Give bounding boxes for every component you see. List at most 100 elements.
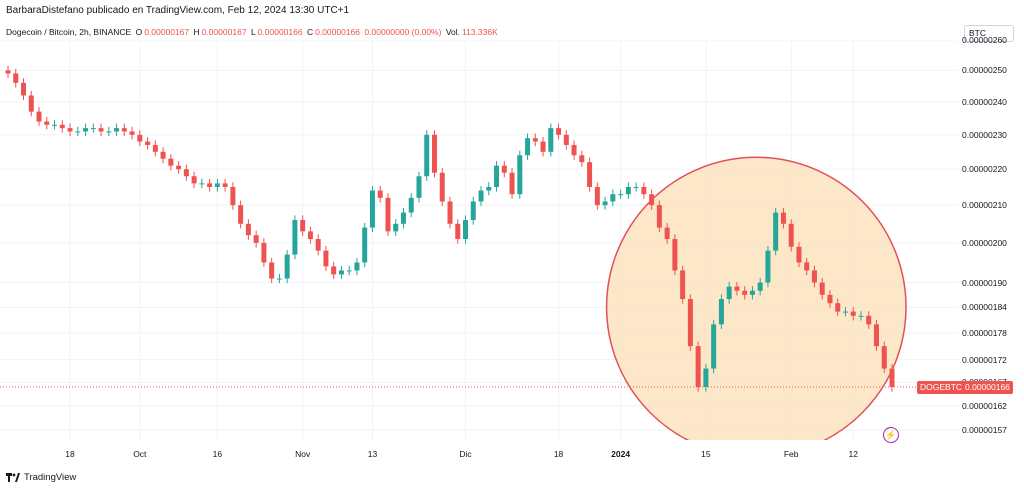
- candle: [788, 219, 794, 252]
- candle: [579, 150, 585, 167]
- legend-low-key: L: [250, 27, 256, 37]
- candle-body: [625, 186, 631, 195]
- candle: [75, 126, 81, 137]
- candle-body: [276, 278, 282, 280]
- candle-body: [59, 124, 65, 129]
- price-tick-label: 0.00000200: [962, 237, 1007, 248]
- candle-body: [734, 286, 740, 291]
- candle-body: [245, 223, 251, 236]
- candle: [881, 341, 887, 374]
- candle: [21, 78, 27, 101]
- currency-badge[interactable]: BTC: [964, 25, 1014, 42]
- candle: [765, 246, 771, 288]
- legend-open-value: 0.00000167: [144, 27, 190, 37]
- highlight-circle: [605, 156, 907, 440]
- candle-body: [269, 262, 275, 279]
- candle-body: [152, 144, 158, 152]
- candle-body: [253, 235, 259, 243]
- candle: [191, 171, 197, 189]
- candle-body: [121, 128, 127, 132]
- candle: [501, 161, 507, 178]
- candle-body: [447, 201, 453, 224]
- candle: [385, 193, 391, 237]
- candle-body: [757, 282, 763, 291]
- candle: [587, 157, 593, 192]
- candle: [447, 196, 453, 229]
- candle: [28, 90, 34, 117]
- candle: [354, 257, 360, 276]
- legend-volume-key: Vol.: [445, 27, 460, 37]
- price-tick-label: 0.00000178: [962, 328, 1007, 338]
- legend-high-key: H: [193, 27, 200, 37]
- candle-body: [819, 282, 825, 295]
- candle: [292, 215, 298, 260]
- candle: [610, 189, 616, 207]
- candle: [842, 306, 848, 317]
- candle: [649, 189, 655, 210]
- candle-body: [556, 128, 562, 135]
- lightning-icon[interactable]: ⚡: [883, 427, 899, 443]
- candle-body: [13, 73, 19, 83]
- legend-low-value: 0.00000166: [257, 27, 303, 37]
- candle-body: [106, 131, 112, 133]
- candle-body: [525, 138, 531, 156]
- price-axis[interactable]: 0.00000260 0.00000250 0.00000240 0.00000230…: [958, 35, 1024, 440]
- candle: [121, 123, 127, 137]
- legend-open-key: O: [135, 27, 143, 37]
- candle: [571, 140, 577, 160]
- candle: [602, 196, 608, 210]
- legend-close-value: 0.00000166: [315, 27, 361, 37]
- candle-body: [478, 190, 484, 202]
- candle: [594, 182, 600, 210]
- candle: [44, 116, 50, 130]
- tradingview-mark-icon: [6, 473, 20, 482]
- candle-body: [517, 155, 523, 195]
- candle-body: [687, 299, 693, 347]
- candle-body: [385, 197, 391, 232]
- candle-body: [261, 242, 267, 263]
- candle-body: [222, 183, 228, 187]
- candle: [230, 182, 236, 210]
- candle-body: [28, 95, 34, 112]
- candle: [338, 265, 344, 280]
- candle: [168, 154, 174, 171]
- price-chart[interactable]: [0, 40, 958, 440]
- candle-body: [315, 239, 321, 251]
- candle-body: [338, 270, 344, 275]
- candle: [680, 265, 686, 304]
- candle: [129, 126, 135, 140]
- time-tick-label: 13: [367, 449, 378, 459]
- symbol-tag: DOGEBTC: [917, 381, 966, 394]
- candle: [548, 123, 554, 157]
- candle: [13, 68, 19, 88]
- candle: [269, 257, 275, 284]
- candle: [780, 207, 786, 229]
- candle-body: [804, 262, 810, 271]
- candle-body: [486, 186, 492, 191]
- candle-body: [323, 250, 329, 267]
- candle: [827, 290, 833, 308]
- candle: [796, 242, 802, 268]
- candle-body: [207, 183, 213, 187]
- publisher-line: BarbaraDistefano publicado en TradingVie…: [6, 5, 350, 16]
- legend-title: Dogecoin / Bitcoin, 2h, BINANCE: [6, 27, 132, 37]
- candle: [726, 282, 732, 304]
- candle: [424, 130, 430, 181]
- candle-body: [416, 176, 422, 198]
- candle-body: [129, 131, 135, 135]
- tradingview-logo[interactable]: TradingView: [6, 472, 76, 483]
- candle: [889, 363, 895, 392]
- candle: [284, 249, 290, 284]
- candle-body: [858, 315, 864, 317]
- candle-body: [75, 131, 81, 133]
- candle: [532, 133, 538, 147]
- candle: [618, 189, 624, 199]
- candle-body: [579, 155, 585, 163]
- price-tick-label: 0.00000220: [962, 164, 1007, 175]
- candle-body: [540, 141, 546, 152]
- price-tick-label: 0.00000162: [962, 400, 1007, 411]
- candle-body: [780, 212, 786, 224]
- price-tick-label: 0.00000260: [962, 35, 1007, 45]
- candle-body: [742, 290, 748, 295]
- candle-body: [873, 324, 879, 347]
